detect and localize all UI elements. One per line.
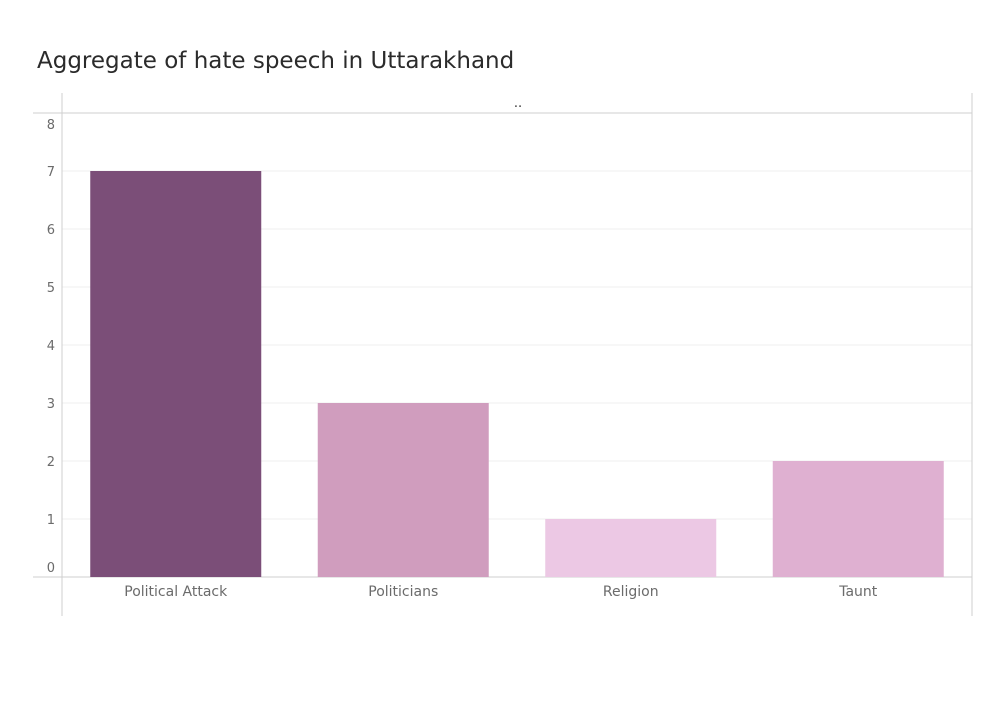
x-axis-labels: Political Attack Politicians Religion Taunt: [124, 584, 878, 600]
x-tick-label: Taunt: [838, 584, 878, 600]
y-axis-ticks: 0 1 2 3 4 5 6 7 8: [47, 118, 55, 576]
x-tick-label: Political Attack: [124, 584, 228, 600]
y-tick-label: 7: [47, 165, 55, 180]
column-header-label: ..: [514, 96, 522, 111]
bar-political-attack: [90, 171, 262, 577]
x-tick-label: Politicians: [368, 584, 438, 600]
y-tick-label: 6: [47, 223, 55, 238]
y-tick-label: 1: [47, 513, 55, 528]
y-tick-label: 3: [47, 397, 55, 412]
y-tick-label: 5: [47, 281, 55, 296]
y-tick-label: 4: [47, 339, 55, 354]
y-tick-label: 2: [47, 455, 55, 470]
bar-taunt: [772, 461, 944, 577]
bar-politicians: [317, 403, 489, 577]
y-tick-label: 8: [47, 118, 55, 133]
y-tick-label: 0: [47, 561, 55, 576]
bar-religion: [545, 519, 717, 577]
x-tick-label: Religion: [603, 584, 659, 600]
bars: [90, 171, 944, 577]
chart-title: Aggregate of hate speech in Uttarakhand: [37, 48, 515, 74]
